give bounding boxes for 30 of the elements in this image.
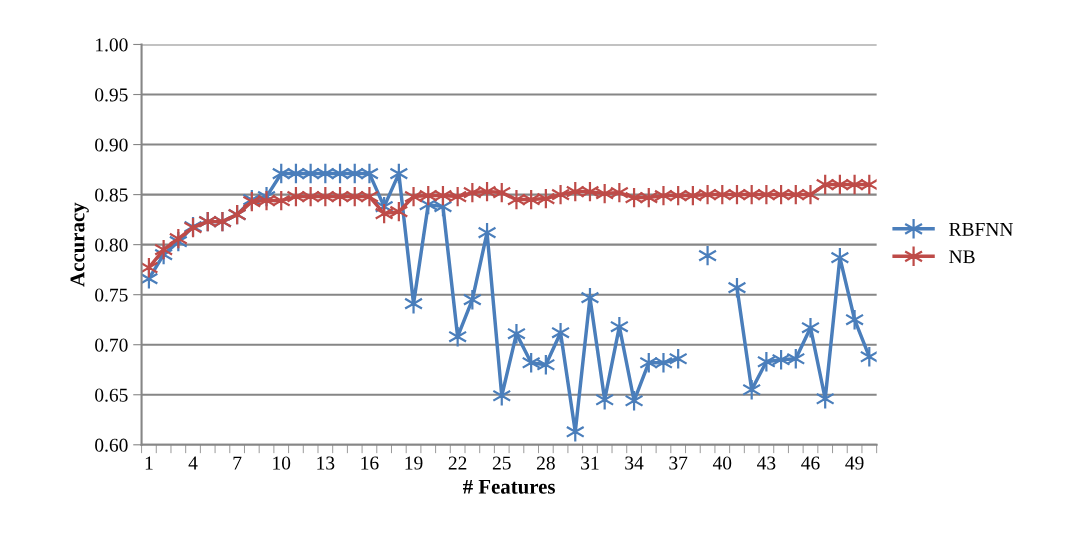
x-tick-label: 22 bbox=[448, 456, 467, 470]
y-tick-label: 0.95 bbox=[95, 88, 128, 102]
x-tick-label: 31 bbox=[581, 456, 599, 470]
x-tick-label: 4 bbox=[188, 456, 198, 470]
y-tick-label: 0.70 bbox=[95, 338, 128, 352]
x-tick-label: 25 bbox=[492, 456, 511, 470]
y-tick-label: 0.65 bbox=[95, 388, 128, 402]
y-tick-label: 0.85 bbox=[95, 188, 128, 202]
legend-label: NB bbox=[949, 250, 975, 264]
x-tick-label: 40 bbox=[712, 456, 732, 470]
y-tick-label: 1.00 bbox=[96, 38, 128, 52]
y-axis-title: Accuracy bbox=[70, 202, 89, 287]
x-tick-label: 19 bbox=[405, 456, 423, 470]
x-tick-label: 34 bbox=[625, 456, 644, 470]
x-tick-label: 43 bbox=[757, 456, 776, 470]
y-tick-label: 0.60 bbox=[95, 438, 128, 452]
x-axis-title: # Features bbox=[462, 479, 555, 494]
x-tick-label: 16 bbox=[361, 456, 379, 470]
x-tick-label: 1 bbox=[145, 456, 153, 470]
x-tick-label: 46 bbox=[801, 456, 820, 470]
x-tick-label: 7 bbox=[233, 456, 242, 470]
y-tick-label: 0.80 bbox=[95, 238, 128, 252]
x-tick-label: 28 bbox=[536, 456, 555, 470]
x-tick-label: 13 bbox=[317, 456, 335, 470]
x-tick-label: 49 bbox=[845, 456, 864, 470]
legend-label: RBFNN bbox=[949, 222, 1013, 236]
y-tick-label: 0.75 bbox=[95, 288, 128, 302]
y-tick-label: 0.90 bbox=[95, 138, 128, 152]
x-tick-label: 10 bbox=[273, 456, 291, 470]
x-tick-label: 37 bbox=[669, 456, 688, 470]
